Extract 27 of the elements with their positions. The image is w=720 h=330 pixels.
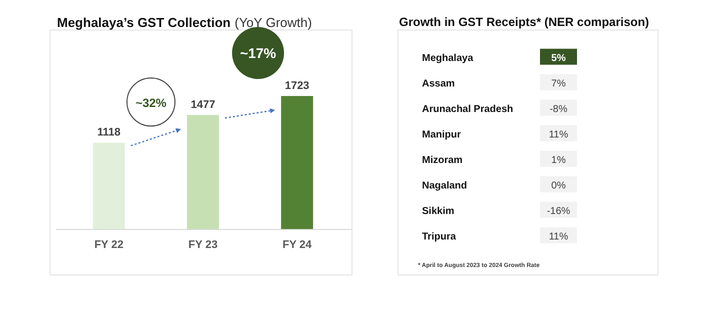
y-tick-label: Arunachal Pradesh [422, 104, 514, 115]
data-label: -8% [550, 104, 568, 115]
data-label: 5% [551, 52, 566, 64]
data-label: 1723 [284, 80, 310, 92]
data-label: -16% [546, 206, 570, 217]
data-label: 11% [548, 231, 568, 242]
data-label: 1477 [190, 98, 216, 111]
y-tick-label: Meghalaya [422, 52, 474, 64]
circle-badge: ~32% [126, 78, 176, 126]
data-label: 1118 [97, 126, 121, 139]
data-label: 1% [551, 154, 566, 166]
data-label: 0% [551, 180, 566, 192]
data-label: 11% [548, 129, 568, 140]
chart-subtitle: (YoY Growth) [234, 15, 312, 30]
y-tick-label: Nagaland [422, 180, 468, 192]
y-tick-label: Assam [422, 78, 455, 90]
chart-title: Growth in GST Receipts* (NER comparison) [399, 15, 650, 29]
data-label: 7% [551, 78, 566, 90]
x-tick-label: FY 24 [282, 239, 313, 251]
y-tick-label: Tripura [422, 231, 456, 242]
y-tick-label: Mizoram [422, 154, 463, 166]
x-tick-label: FY 22 [94, 239, 124, 251]
x-tick-label: FY 23 [188, 239, 218, 251]
y-tick-label: Sikkim [422, 206, 454, 217]
y-tick-label: Manipur [422, 129, 461, 140]
annotation: ~32% [135, 96, 167, 110]
chart-title: Meghalaya’s GST Collection [57, 15, 231, 30]
